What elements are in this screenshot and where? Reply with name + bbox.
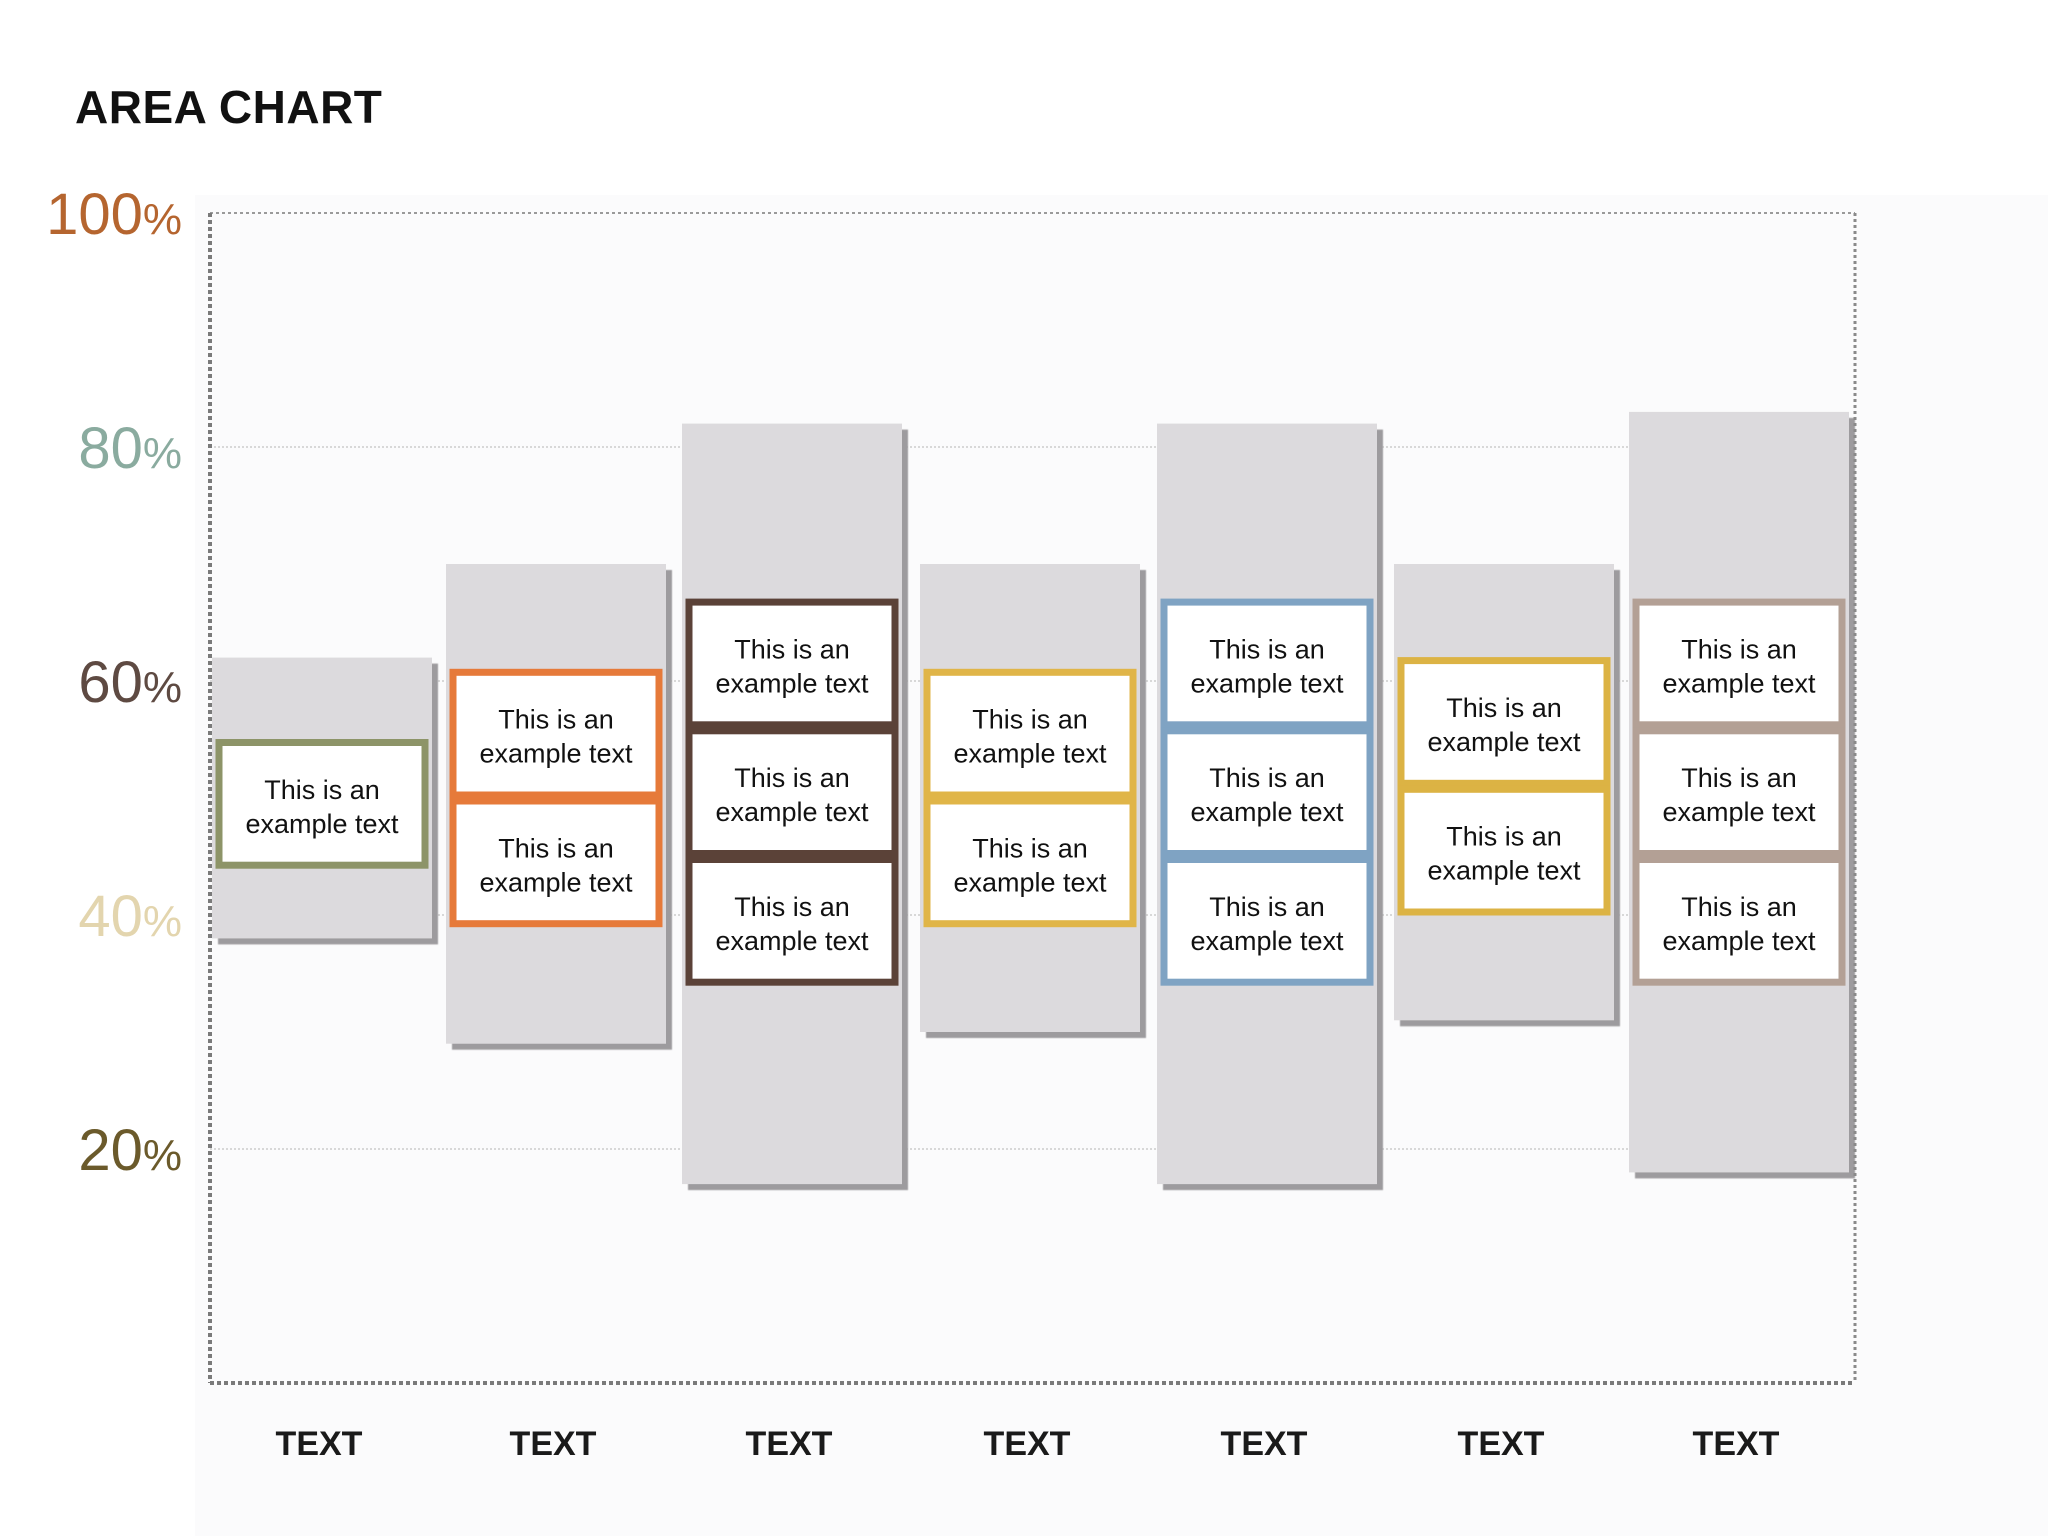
text-box xyxy=(1632,598,1846,729)
text-box-line: example text xyxy=(953,739,1107,769)
x-axis-categories: TEXT TEXT TEXT TEXT TEXT TEXT TEXT xyxy=(276,1425,1780,1463)
text-box-line: This is an xyxy=(734,892,850,922)
text-boxes: This is an example text This is an example … xyxy=(215,598,1846,986)
x-category-label: TEXT xyxy=(984,1425,1071,1463)
x-category-label: TEXT xyxy=(510,1425,597,1463)
y-tick-label: 80% xyxy=(78,416,182,481)
text-box-line: example text xyxy=(1662,797,1816,827)
text-box xyxy=(449,797,663,928)
x-category-label: TEXT xyxy=(1693,1425,1780,1463)
text-box-line: This is an xyxy=(1446,822,1562,852)
y-axis-ticks: 100% 80% 60% 40% 20% xyxy=(46,182,182,1183)
text-box-line: example text xyxy=(1662,926,1816,956)
text-box-line: This is an xyxy=(734,634,850,664)
text-box-line: example text xyxy=(715,668,869,698)
plot-frame xyxy=(208,212,1857,1385)
y-tick-label: 100% xyxy=(46,182,182,247)
text-box-line: This is an xyxy=(1681,892,1797,922)
text-box xyxy=(1160,727,1374,857)
chart-title: AREA CHART xyxy=(75,81,383,133)
text-box xyxy=(685,727,899,857)
text-box-line: example text xyxy=(953,867,1107,897)
x-category-label: TEXT xyxy=(1221,1425,1308,1463)
text-box xyxy=(1632,856,1846,986)
text-box-line: This is an xyxy=(1209,763,1325,793)
text-box-line: example text xyxy=(479,739,633,769)
text-box-line: This is an xyxy=(972,705,1088,735)
text-box xyxy=(1397,657,1611,787)
text-box-line: This is an xyxy=(1209,892,1325,922)
text-box-line: example text xyxy=(479,867,633,897)
text-box-line: This is an xyxy=(1681,634,1797,664)
text-box xyxy=(685,856,899,986)
text-box-line: example text xyxy=(1190,926,1344,956)
text-box xyxy=(1160,598,1374,729)
text-box xyxy=(1160,856,1374,986)
y-tick-label: 40% xyxy=(78,884,182,949)
text-box-line: example text xyxy=(1427,856,1581,886)
text-box xyxy=(685,598,899,729)
text-box-line: example text xyxy=(1662,668,1816,698)
text-box-line: example text xyxy=(1427,727,1581,757)
text-box-line: This is an xyxy=(264,775,380,805)
text-box-line: example text xyxy=(245,809,399,839)
y-tick-label: 20% xyxy=(78,1118,182,1183)
text-box-line: This is an xyxy=(1446,693,1562,723)
text-box xyxy=(449,668,663,799)
text-box-line: example text xyxy=(1190,668,1344,698)
y-tick-label: 60% xyxy=(78,650,182,715)
x-category-label: TEXT xyxy=(746,1425,833,1463)
x-category-label: TEXT xyxy=(276,1425,363,1463)
text-box-line: This is an xyxy=(1681,763,1797,793)
text-box-line: This is an xyxy=(972,833,1088,863)
text-box-line: This is an xyxy=(498,705,614,735)
text-box xyxy=(1632,727,1846,857)
x-category-label: TEXT xyxy=(1458,1425,1545,1463)
text-box xyxy=(215,739,429,869)
text-box-line: This is an xyxy=(498,833,614,863)
text-box-line: example text xyxy=(715,797,869,827)
text-box-line: This is an xyxy=(1209,634,1325,664)
text-box-line: example text xyxy=(1190,797,1344,827)
text-box xyxy=(923,797,1137,928)
text-box-line: This is an xyxy=(734,763,850,793)
text-box-line: example text xyxy=(715,926,869,956)
text-box xyxy=(923,668,1137,799)
text-box xyxy=(1397,785,1611,916)
